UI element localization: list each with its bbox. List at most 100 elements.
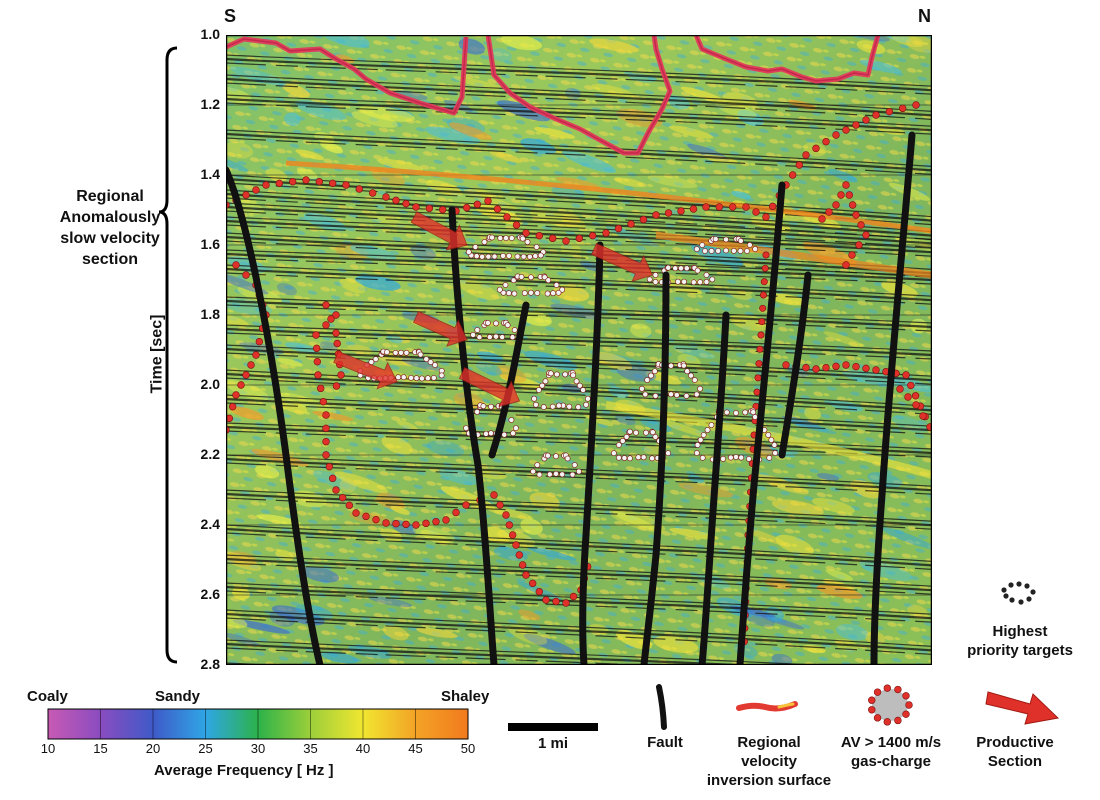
productive-section-arrow-shape [333,350,398,390]
gas-charge-boundary-dot [232,261,240,269]
priority-target-dot [703,272,710,278]
frequency-patch [771,653,793,665]
colorbar-tick-label: 40 [355,741,371,756]
priority-target-dot [576,382,583,389]
frequency-patch [490,48,512,63]
frequency-patch [348,511,394,526]
priority-target-dot [730,247,737,254]
gas-charge-boundary-dot [845,191,854,199]
priority-target-dot [693,450,700,456]
gas-charge-boundary-dot [535,231,544,240]
priority-target-dot [555,289,562,296]
fault-line [226,166,324,665]
productive-section-arrow [591,242,654,282]
frequency-patch [500,35,542,51]
priority-target-dot [665,450,672,457]
priority-target-dot [408,374,414,381]
gas-charge-boundary-dot [852,362,860,371]
y-tick-label: 2.4 [200,516,220,532]
priority-target-dot [503,235,509,241]
priority-target-dot [532,253,539,259]
priority-target-dot [470,331,476,338]
frequency-patch [321,651,359,664]
seismic-reflector [226,327,932,357]
seismic-reflector [226,249,932,277]
priority-target-dot [635,454,642,461]
y-axis-title: Time [sec] [148,314,166,394]
frequency-patch [364,213,413,230]
priority-target-dot [417,351,424,358]
priority-target-dot [544,452,551,459]
gas-charge-boundary-dot [522,229,530,237]
priority-target-dot [534,462,541,468]
frequency-patch [396,420,418,431]
gas-charge-boundary-dot [382,193,390,201]
seismic-reflector [226,332,932,360]
frequency-patch [881,527,932,550]
velocity-surface-legend-icon [736,701,798,712]
priority-target-dot [413,375,420,382]
priority-target-dot [400,374,407,381]
priority-target-dot [573,378,580,385]
gas-charge-boundary-dot [302,176,310,184]
productive-section-arrow-icon [985,691,1060,725]
priority-target-dot [427,359,434,365]
frequency-patch [811,498,855,514]
priority-target-dot [372,356,379,363]
gas-charge-boundary-dot [332,382,341,390]
seismic-reflector [226,532,932,570]
gas-charge-boundary-dot [562,599,570,607]
productive-section-arrow-shape [458,367,521,408]
section-label-line-3: slow velocity [60,230,160,247]
priority-target-dot [395,374,402,381]
gas-charge-boundary-dot [898,104,907,113]
frequency-patch [350,244,397,261]
priority-target-dot [623,433,630,440]
frequency-patch [276,358,303,367]
gas-charge-boundary-dot [782,361,790,369]
frequency-patch [232,619,291,634]
y-tick-label: 1.0 [200,26,220,42]
priority-target-dot [672,265,679,272]
priority-target-dot [548,370,554,377]
gas-charge-boundary-dot [757,331,765,339]
legend-productive-line-1: Productive [976,734,1054,751]
frequency-patch [410,244,436,260]
gas-charge-legend-icon [868,684,913,726]
gas-charge-boundary-dot [352,509,360,517]
priority-target-dot [580,387,586,393]
gas-charge-boundary-dot [756,345,764,353]
frequency-patch [647,175,698,189]
gas-charge-boundary-dot [242,371,250,379]
frequency-patch [614,177,645,187]
seismic-section-plot [226,35,932,665]
priority-target-dot [703,279,710,285]
seismic-reflector [226,352,932,385]
frequency-patch [229,406,264,421]
gas-charge-boundary-dot [885,107,894,116]
priority-target-dot [715,247,722,254]
gas-charge-boundary-dot [252,351,260,359]
priority-target-dot [423,356,430,363]
seismic-reflector [226,257,932,285]
frequency-patch [816,473,840,481]
gas-charge-boundary-dot [759,291,767,299]
frequency-patch [320,141,343,154]
gas-charge-boundary-dot [664,209,673,217]
seismic-reflector [226,189,932,233]
gas-charge-boundary-dot [569,592,578,601]
priority-target-dot [479,253,486,260]
frequency-patch [255,464,280,479]
gas-charge-boundary-dot [855,241,863,249]
frequency-patch [295,149,325,160]
frequency-patch [828,168,858,183]
gas-charge-boundary-dot [562,237,570,245]
sandy-band [605,401,932,479]
gas-charge-boundary-dot [762,213,770,221]
seismic-reflector [226,202,932,240]
legend-gas-line-1: AV > 1400 m/s [840,734,942,751]
colorbar-tick-label: 15 [93,741,108,756]
priority-target-dot [697,279,704,286]
gas-charge-boundary-dot [425,204,434,213]
gas-charge-boundary-dot [508,531,517,539]
